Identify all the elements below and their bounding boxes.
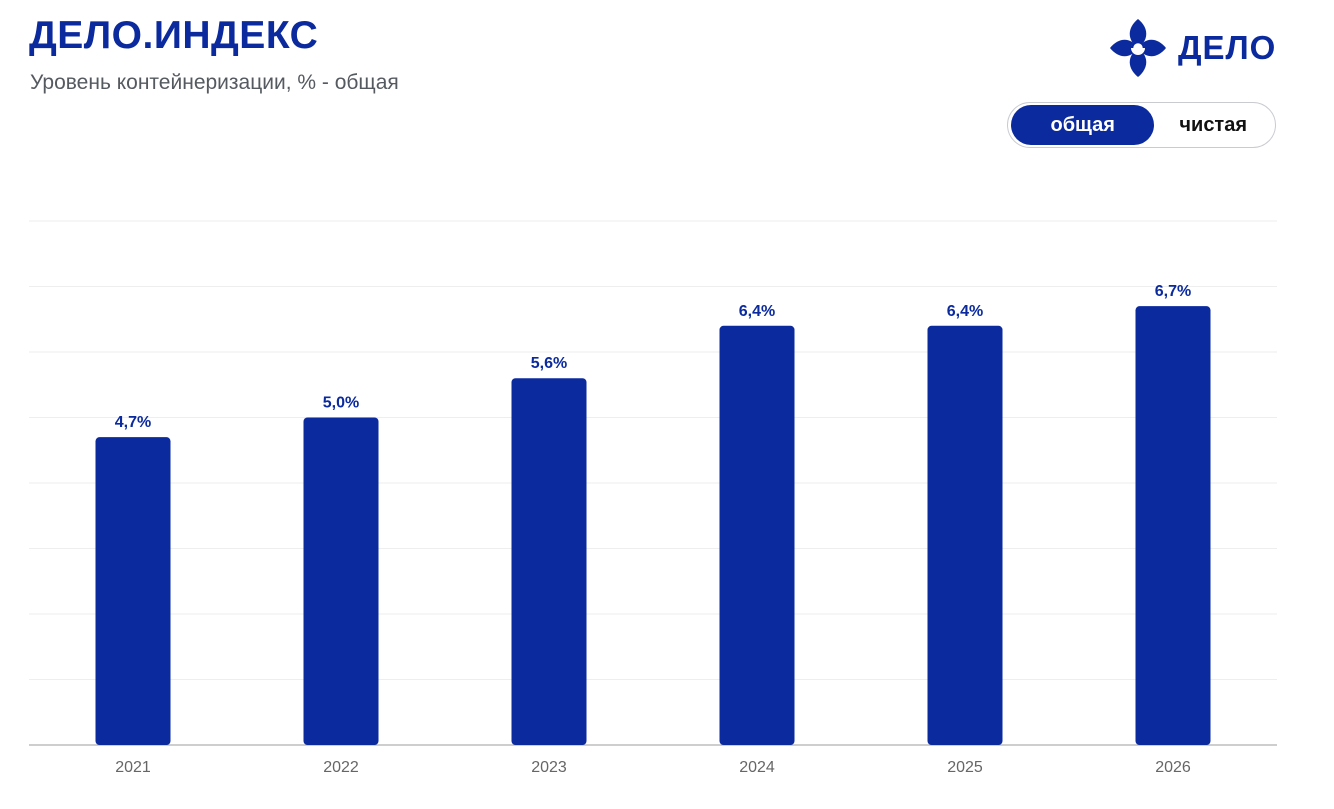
bar — [511, 378, 587, 745]
bar — [303, 417, 379, 745]
x-tick-label: 2026 — [1155, 759, 1191, 776]
bar — [95, 437, 171, 745]
bar — [1135, 306, 1211, 745]
toggle-net[interactable]: чистая — [1179, 113, 1248, 136]
x-tick-label: 2024 — [739, 759, 775, 776]
toggle-general[interactable]: общая — [1011, 105, 1155, 145]
data-label: 5,6% — [531, 355, 567, 372]
data-label: 5,0% — [323, 395, 359, 412]
series-toggle: общая чистая — [1007, 102, 1276, 148]
logo-text: ДЕЛО — [1178, 29, 1277, 66]
x-tick-label: 2021 — [115, 759, 151, 776]
data-label: 6,4% — [739, 303, 775, 320]
x-tick-label: 2025 — [947, 759, 983, 776]
data-label: 6,7% — [1155, 283, 1191, 300]
page-title: ДЕЛО.ИНДЕКС — [29, 14, 319, 57]
data-label: 6,4% — [947, 303, 983, 320]
bar — [927, 325, 1003, 745]
chart-subtitle: Уровень контейнеризации, % - общая — [30, 71, 399, 94]
data-label: 4,7% — [115, 414, 151, 431]
brand-logo: ДЕЛО — [1108, 17, 1276, 79]
x-tick-label: 2022 — [323, 759, 359, 776]
delo-logo-icon — [1110, 19, 1166, 77]
bar — [719, 325, 795, 745]
x-tick-label: 2023 — [531, 759, 567, 776]
